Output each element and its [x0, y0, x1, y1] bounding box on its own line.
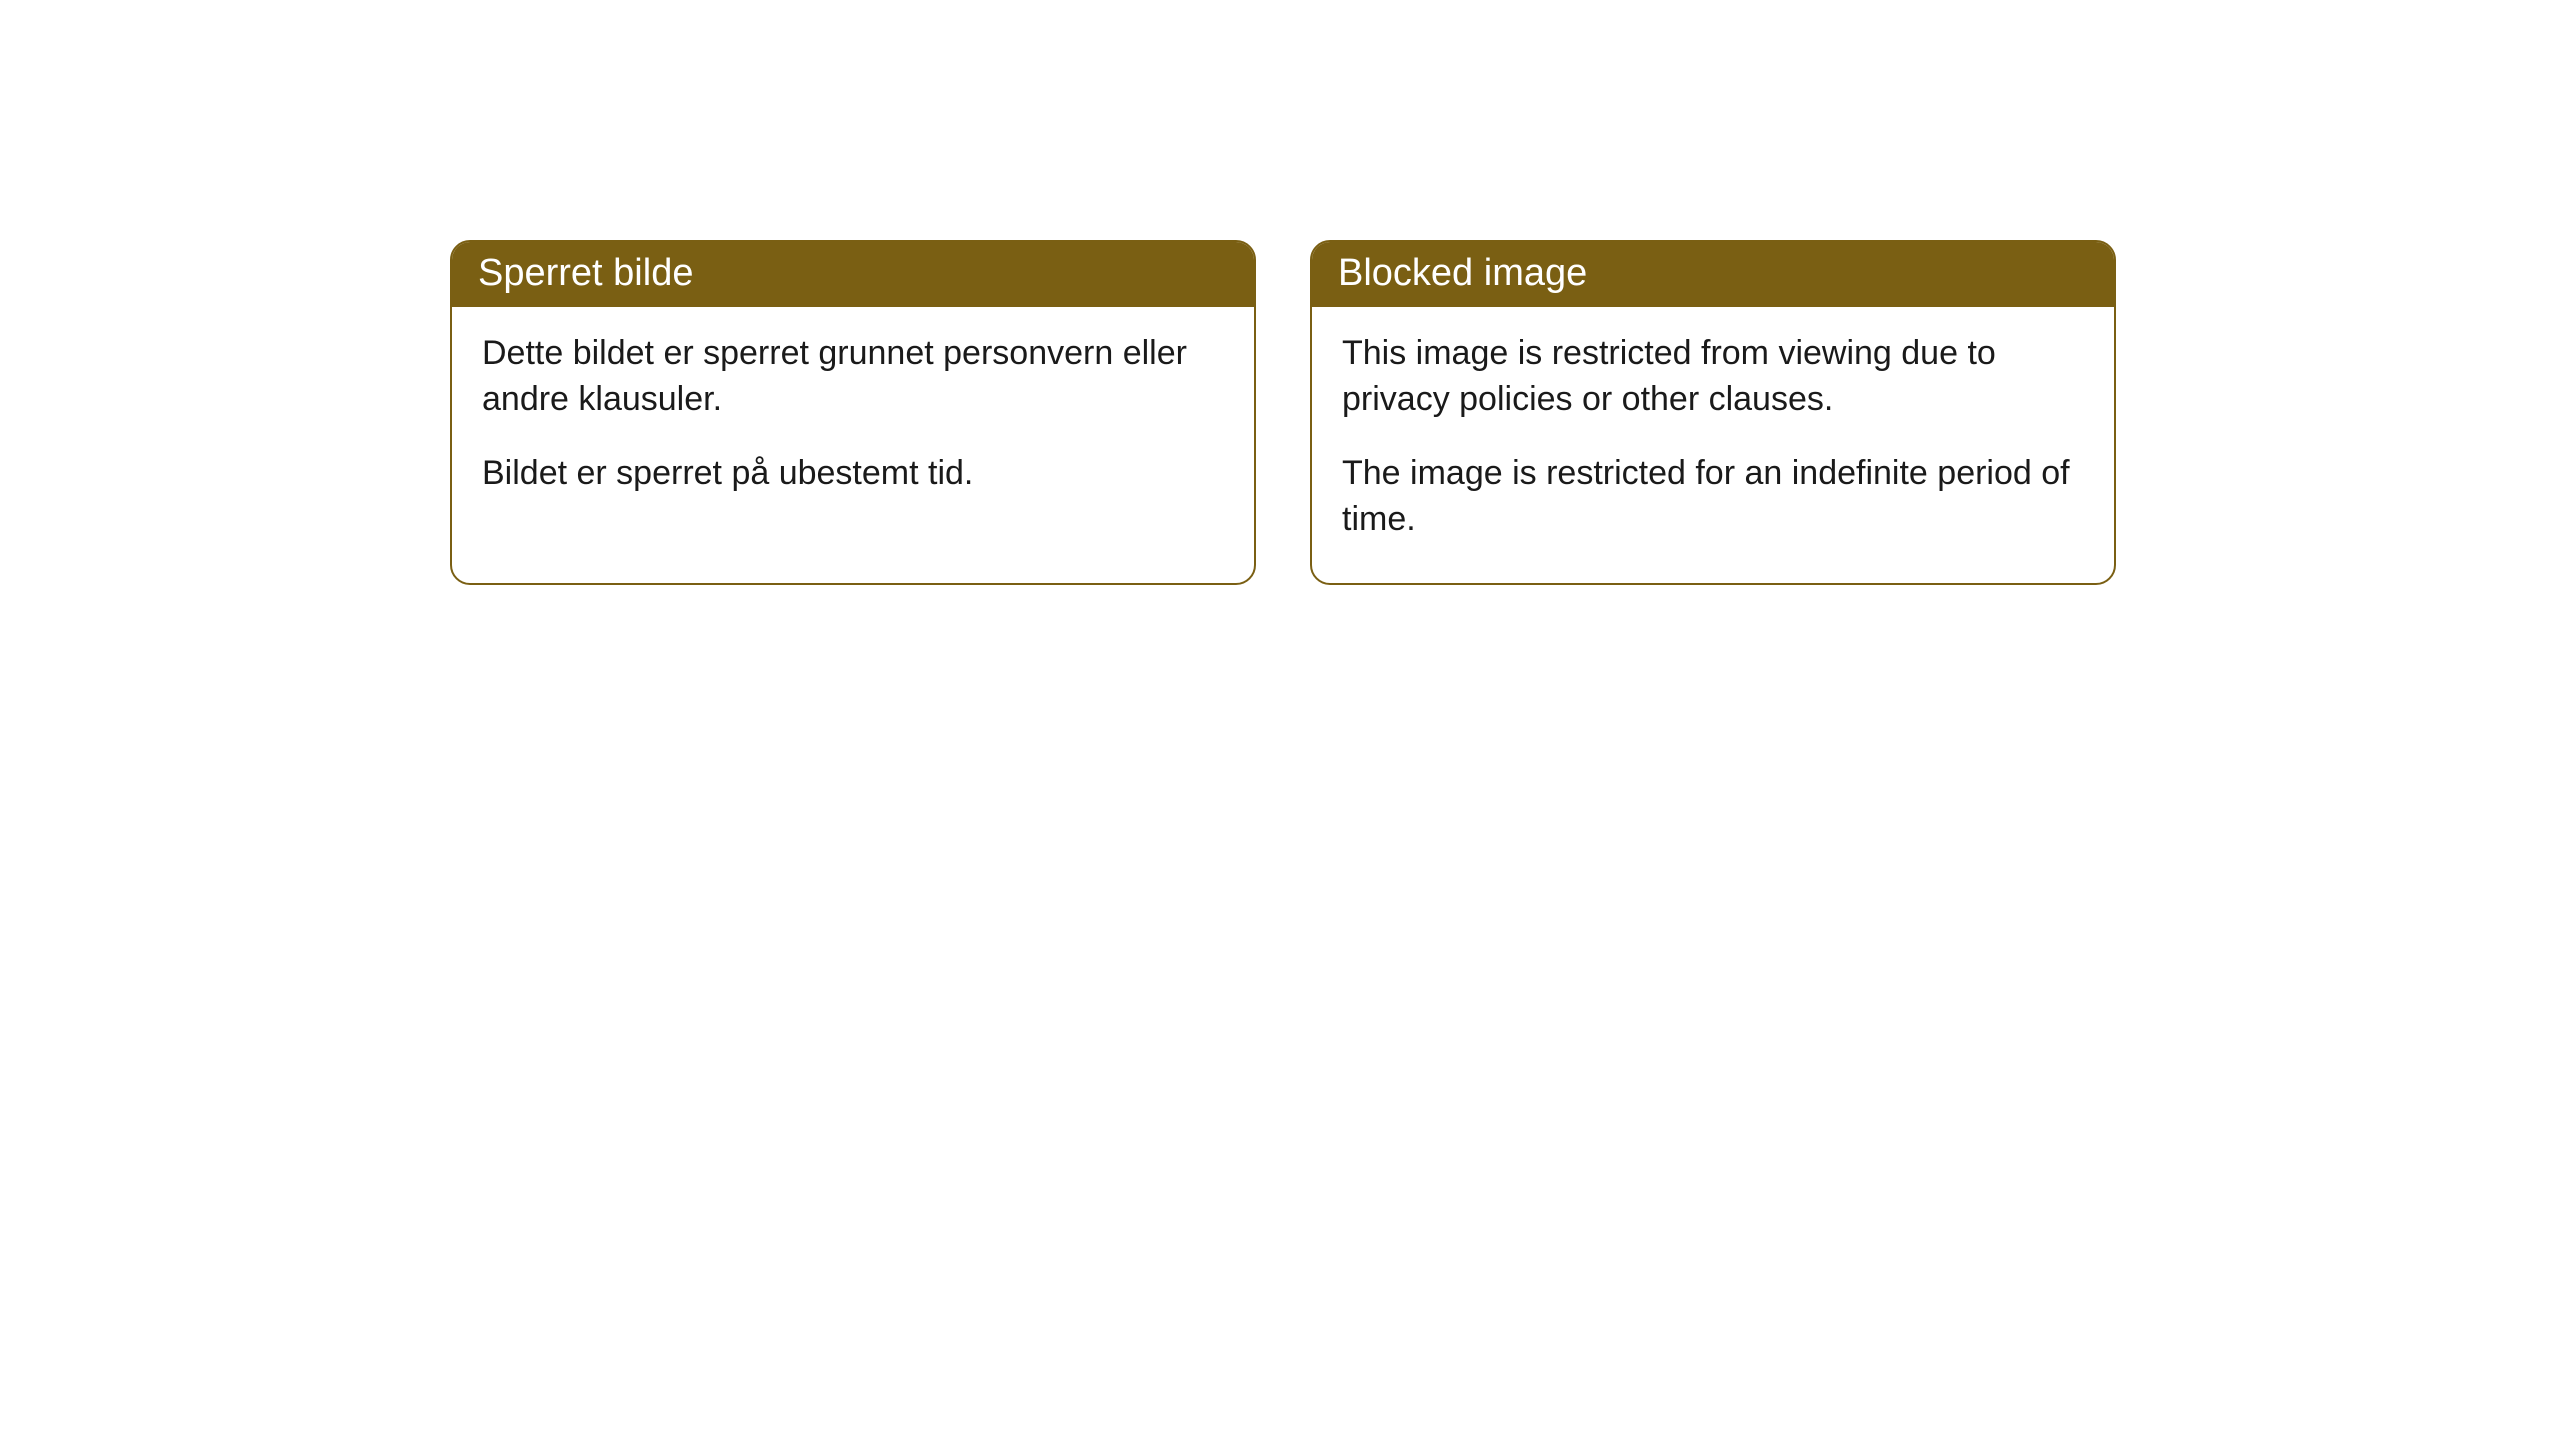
card-title: Blocked image	[1338, 252, 1587, 294]
card-header: Blocked image	[1312, 242, 2114, 307]
notice-card-english: Blocked image This image is restricted f…	[1310, 240, 2116, 585]
card-header: Sperret bilde	[452, 242, 1254, 307]
notice-card-norwegian: Sperret bilde Dette bildet er sperret gr…	[450, 240, 1256, 585]
card-paragraph: This image is restricted from viewing du…	[1342, 331, 2084, 423]
card-title: Sperret bilde	[478, 252, 693, 294]
card-paragraph: The image is restricted for an indefinit…	[1342, 451, 2084, 543]
card-body: This image is restricted from viewing du…	[1312, 307, 2114, 583]
card-paragraph: Bildet er sperret på ubestemt tid.	[482, 451, 1224, 497]
card-paragraph: Dette bildet er sperret grunnet personve…	[482, 331, 1224, 423]
notice-container: Sperret bilde Dette bildet er sperret gr…	[0, 0, 2560, 585]
card-body: Dette bildet er sperret grunnet personve…	[452, 307, 1254, 537]
